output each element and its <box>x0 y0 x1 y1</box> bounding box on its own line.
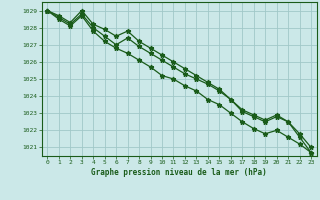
X-axis label: Graphe pression niveau de la mer (hPa): Graphe pression niveau de la mer (hPa) <box>91 168 267 177</box>
